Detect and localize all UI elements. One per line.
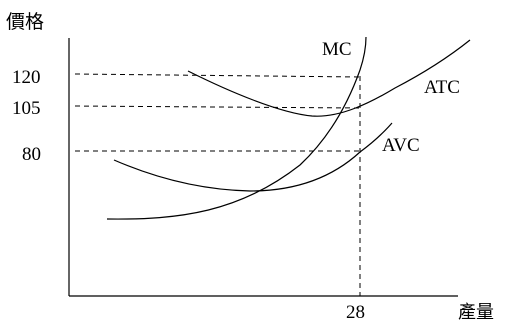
mc-curve — [106, 36, 367, 220]
y-tick-label-120: 120 — [12, 67, 41, 88]
guide-price-120 — [74, 73, 361, 78]
series-label-avc: AVC — [382, 135, 420, 156]
y-tick-label-105: 105 — [12, 98, 41, 119]
avc-curve — [113, 122, 393, 192]
series-label-atc: ATC — [424, 77, 460, 98]
y-axis-title: 價格 — [6, 11, 44, 33]
x-axis-title: 產量 — [458, 302, 494, 323]
x-tick-label-28: 28 — [346, 302, 365, 323]
guide-price-105 — [74, 105, 361, 109]
series-label-mc: MC — [322, 39, 352, 60]
y-tick-label-80: 80 — [22, 144, 41, 165]
atc-curve — [187, 39, 471, 117]
